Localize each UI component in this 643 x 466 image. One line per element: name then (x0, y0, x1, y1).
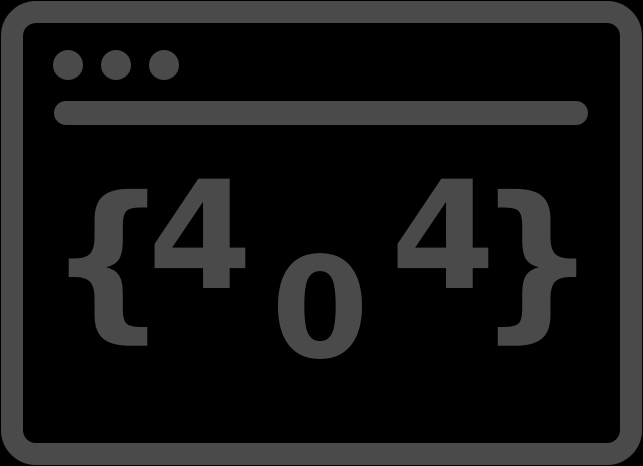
digit-zero-glyph: 0 (271, 228, 368, 391)
window-dot-icon (101, 50, 131, 80)
left-brace-glyph: { (47, 161, 168, 359)
window-dot-icon (149, 50, 179, 80)
right-brace-glyph: } (476, 161, 597, 359)
digit-four-glyph: 4 (391, 150, 495, 324)
digit-four-glyph: 4 (148, 150, 252, 324)
window-dot-icon (53, 50, 83, 80)
